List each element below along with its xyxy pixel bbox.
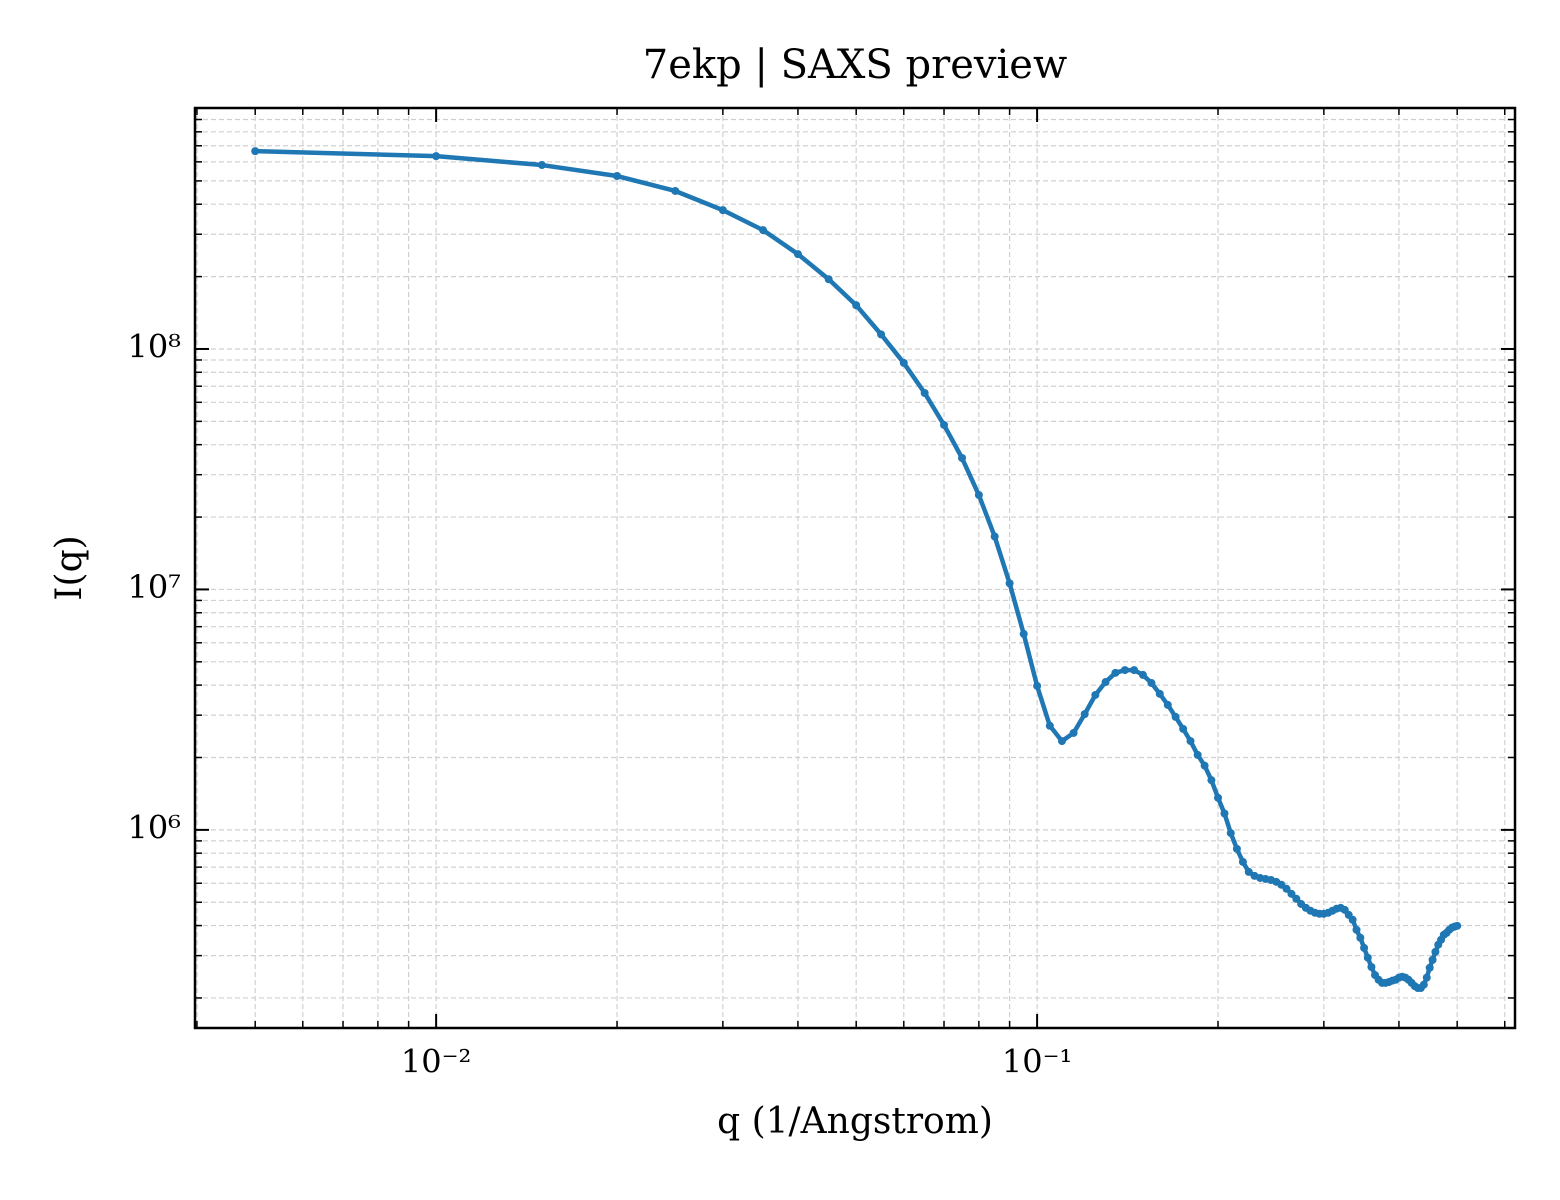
data-point: [1425, 963, 1434, 972]
data-point: [974, 491, 983, 500]
data-point: [1019, 629, 1028, 638]
data-point: [1232, 844, 1241, 853]
data-point: [1419, 980, 1428, 989]
data-point: [718, 206, 727, 215]
data-point: [1292, 894, 1301, 903]
chart-title: 7ekp | SAXS preview: [643, 42, 1067, 88]
data-point: [1238, 857, 1247, 866]
data-point: [1282, 884, 1291, 893]
data-point: [1163, 700, 1172, 709]
data-point: [1033, 681, 1042, 690]
data-point: [1179, 724, 1188, 733]
data-point: [1045, 721, 1054, 730]
data-point: [899, 358, 908, 367]
data-point: [432, 152, 441, 161]
marks: [251, 147, 1462, 993]
data-point: [1069, 728, 1078, 737]
data-point: [1352, 925, 1361, 934]
data-point: [1422, 973, 1431, 982]
data-point: [1120, 666, 1129, 675]
data-point: [1431, 947, 1440, 956]
x-tick-label: 10⁻²: [401, 1043, 471, 1081]
data-point: [1138, 670, 1147, 679]
data-point: [1367, 963, 1376, 972]
data-point: [1147, 679, 1156, 688]
data-point: [920, 389, 929, 398]
data-point: [1155, 689, 1164, 698]
data-point: [1111, 668, 1120, 677]
data-point: [1453, 921, 1462, 930]
data-point: [990, 532, 999, 541]
data-point: [1207, 776, 1216, 785]
data-point: [1091, 690, 1100, 699]
data-point: [1171, 712, 1180, 721]
data-point: [1287, 889, 1296, 898]
y-tick-label: 10⁶: [127, 808, 181, 846]
data-point: [1363, 953, 1372, 962]
data-point: [1214, 793, 1223, 802]
data-point: [759, 226, 768, 235]
data-point: [824, 275, 833, 284]
data-point: [1080, 710, 1089, 719]
data-point: [1193, 750, 1202, 759]
grid: [195, 108, 1515, 1028]
x-tick-label: 10⁻¹: [1002, 1043, 1072, 1081]
data-point: [613, 172, 622, 181]
ticks: 10⁻² 10⁻¹ 10⁶ 10⁷ 10⁸: [127, 108, 1515, 1081]
data-point: [1360, 943, 1369, 952]
data-point: [877, 330, 886, 339]
data-point: [1057, 737, 1066, 746]
data-point: [1356, 933, 1365, 942]
data-point: [852, 301, 861, 310]
data-point: [1226, 829, 1235, 838]
y-tick-label: 10⁸: [127, 327, 181, 365]
y-tick-label: 10⁷: [127, 568, 181, 606]
y-axis-label: I(q): [49, 535, 90, 600]
x-axis-label: q (1/Angstrom): [717, 1101, 993, 1142]
data-point: [940, 420, 949, 429]
data-point: [1428, 955, 1437, 964]
data-point: [958, 454, 967, 463]
data-point: [537, 161, 546, 170]
data-point: [1186, 737, 1195, 746]
data-point: [1244, 867, 1253, 876]
data-point: [1200, 761, 1209, 770]
data-point: [671, 186, 680, 195]
data-point: [251, 147, 260, 156]
data-point: [1130, 666, 1139, 675]
plot-frame: [193, 106, 1517, 1030]
data-point: [793, 250, 802, 259]
data-point: [1101, 678, 1110, 687]
data-point: [1220, 809, 1229, 818]
data-point: [1005, 579, 1014, 588]
data-point: [1348, 915, 1357, 924]
